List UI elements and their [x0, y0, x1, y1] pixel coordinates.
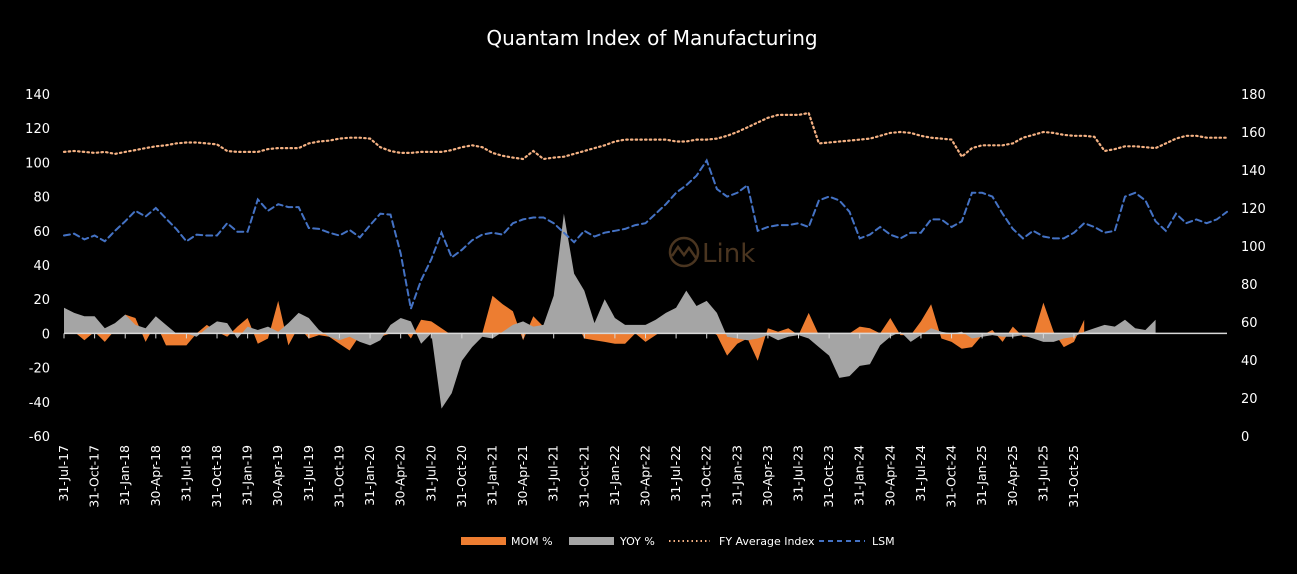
x-tick-label: 31-Jan-19 — [240, 445, 255, 506]
x-axis — [63, 332, 1227, 339]
y-right-tick-label: 60 — [1241, 316, 1258, 331]
y-left-tick-label: 120 — [25, 122, 50, 137]
legend-label-yoy: YOY % — [619, 535, 655, 548]
legend-swatch-yoy — [569, 537, 614, 545]
x-tick-label: 31-Jan-21 — [484, 445, 499, 506]
x-tick-labels: 31-Jul-17 31-Oct-17 31-Jan-18 30-Apr-18 31-J… — [56, 445, 1081, 508]
x-tick-label: 31-Oct-21 — [576, 445, 591, 508]
y-left-tick-label: 60 — [33, 225, 50, 240]
x-tick-label: 31-Oct-25 — [1066, 445, 1081, 508]
x-tick-label: 31-Oct-18 — [209, 445, 224, 508]
chart-title: Quantam Index of Manufacturing — [486, 26, 817, 50]
x-tick-label: 31-Oct-17 — [87, 445, 102, 508]
y-right-tick-label: 80 — [1241, 278, 1258, 293]
x-tick-label: 31-Jul-17 — [56, 445, 71, 502]
y-right-tick-label: 180 — [1241, 88, 1266, 103]
y-right-tick-label: 100 — [1241, 240, 1266, 255]
x-tick-label: 31-Oct-24 — [944, 445, 959, 508]
y-right-tick-label: 40 — [1241, 354, 1258, 369]
y-left-tick-label: 40 — [33, 259, 50, 274]
x-tick-label: 31-Jul-20 — [423, 445, 438, 502]
y-left-tick-label: 20 — [33, 293, 50, 308]
line-series — [62, 111, 1229, 313]
x-tick-label: 31-Jan-25 — [974, 445, 989, 506]
y-left-tick-label: 0 — [42, 327, 50, 342]
x-tick-label: 31-Oct-22 — [699, 445, 714, 508]
y-axis-right: 180 160 140 120 100 80 60 40 20 0 — [1241, 88, 1266, 445]
watermark-text: Link — [702, 239, 755, 269]
x-tick-label: 30-Apr-19 — [270, 445, 285, 506]
x-tick-label: 31-Jan-23 — [729, 445, 744, 506]
x-tick-label: 31-Oct-23 — [821, 445, 836, 508]
x-tick-label: 30-Apr-18 — [148, 445, 163, 506]
legend-item-mom[interactable]: MOM % — [461, 535, 553, 548]
x-tick-label: 31-Oct-20 — [454, 445, 469, 508]
y-left-tick-label: 100 — [25, 156, 50, 171]
x-tick-label: 30-Apr-24 — [882, 445, 897, 506]
yoy-area — [64, 213, 1156, 409]
x-tick-label: 31-Jan-24 — [852, 445, 867, 506]
legend-item-lsm[interactable]: LSM — [819, 535, 895, 548]
x-tick-label: 31-Jul-22 — [668, 445, 683, 502]
y-right-tick-label: 120 — [1241, 202, 1266, 217]
x-tick-label: 31-Jul-18 — [178, 445, 193, 502]
y-right-tick-label: 20 — [1241, 392, 1258, 407]
x-tick-label: 31-Jul-25 — [1035, 445, 1050, 502]
y-left-tick-label: -40 — [29, 396, 50, 411]
watermark: Link — [668, 236, 755, 269]
chart-circle-logo-icon — [668, 236, 700, 268]
legend-item-fy-average[interactable]: FY Average Index — [669, 535, 815, 548]
x-tick-label: 31-Jul-24 — [913, 445, 928, 502]
lsm-line — [63, 158, 1228, 313]
legend: MOM % YOY % FY Average Index LSM — [461, 535, 895, 548]
legend-label-mom: MOM % — [511, 535, 553, 548]
x-tick-label: 31-Jan-20 — [362, 445, 377, 506]
x-tick-label: 30-Apr-25 — [1005, 445, 1020, 506]
x-tick-label: 31-Jan-22 — [607, 445, 622, 506]
y-left-tick-label: 80 — [33, 191, 50, 206]
fy-average-line — [62, 111, 1229, 161]
y-right-tick-label: 0 — [1241, 430, 1249, 445]
legend-label-fy-average: FY Average Index — [719, 535, 815, 548]
x-tick-label: 30-Apr-20 — [393, 445, 408, 506]
legend-item-yoy[interactable]: YOY % — [569, 535, 655, 548]
x-tick-label: 30-Apr-21 — [515, 445, 530, 506]
x-tick-label: 30-Apr-22 — [638, 445, 653, 506]
legend-swatch-mom — [461, 537, 506, 545]
x-tick-label: 30-Apr-23 — [760, 445, 775, 506]
x-tick-label: 31-Jan-18 — [117, 445, 132, 506]
x-tick-label: 31-Jul-19 — [301, 445, 316, 502]
y-right-tick-label: 160 — [1241, 126, 1266, 141]
x-tick-label: 31-Oct-19 — [331, 445, 346, 508]
y-left-tick-label: -20 — [29, 362, 50, 377]
y-left-tick-label: 140 — [25, 88, 50, 103]
y-left-tick-label: -60 — [29, 430, 50, 445]
x-tick-label: 31-Jul-21 — [546, 445, 561, 502]
x-tick-label: 31-Jul-23 — [791, 445, 806, 502]
y-axis-left: 140 120 100 80 60 40 20 0 -20 -40 -60 — [25, 88, 50, 445]
area-series — [64, 213, 1156, 409]
y-right-tick-label: 140 — [1241, 164, 1266, 179]
legend-label-lsm: LSM — [872, 535, 895, 548]
